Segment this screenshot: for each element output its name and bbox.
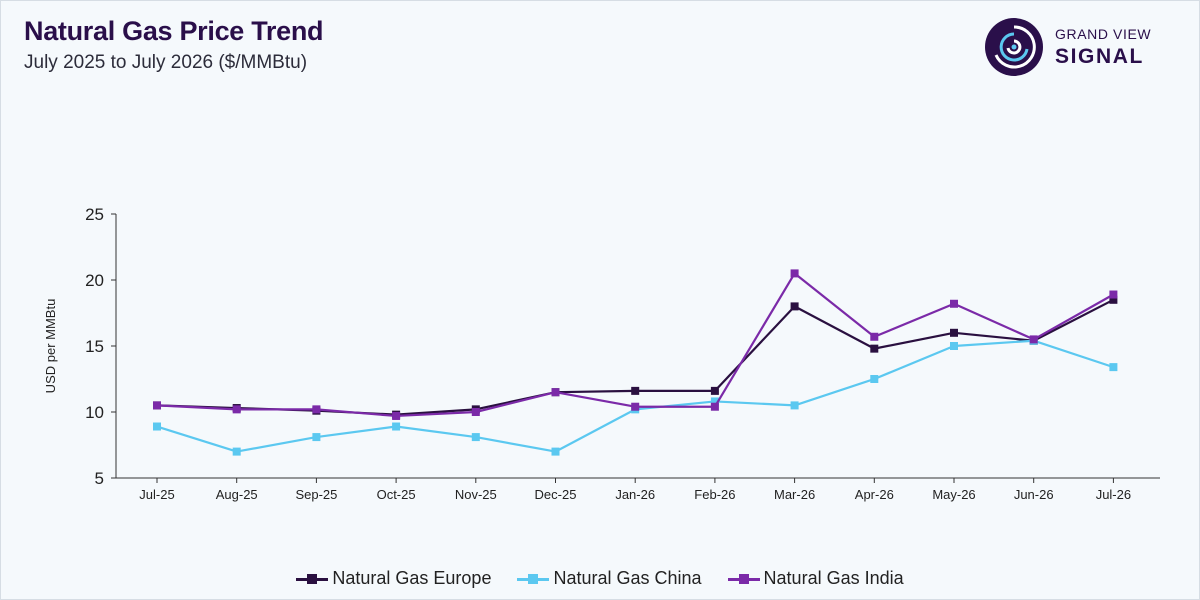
data-point-china: [471, 433, 480, 442]
data-point-india: [870, 332, 879, 341]
x-tick-label: Jan-26: [615, 487, 655, 502]
series-line-china: [156, 339, 1114, 453]
data-point-china: [870, 375, 879, 383]
legend-swatch: [296, 573, 329, 585]
x-tick-label: Jul-25: [139, 487, 174, 502]
data-point-europe: [790, 302, 799, 311]
legend-swatch: [517, 573, 550, 585]
legend-label: Natural Gas India: [763, 568, 904, 588]
data-point-india: [551, 388, 560, 397]
legend-label: Natural Gas China: [553, 568, 702, 588]
data-point-india: [392, 411, 401, 420]
series-line-europe: [156, 298, 1114, 416]
data-point-china: [950, 342, 958, 350]
data-point-europe: [710, 386, 719, 395]
data-point-china: [232, 447, 241, 456]
data-point-india: [790, 269, 799, 278]
data-point-china: [312, 433, 321, 442]
data-point-india: [631, 402, 640, 411]
x-tick-label: Sep-25: [295, 487, 337, 502]
logo-bottom-text: SIGNAL: [1055, 45, 1144, 68]
chart-subtitle: July 2025 to July 2026 ($/MMBtu): [24, 52, 308, 73]
legend-item-china: Natural Gas China: [517, 568, 702, 589]
y-tick-label: 20: [85, 271, 104, 290]
data-point-europe: [631, 386, 640, 395]
data-point-india: [312, 405, 321, 414]
x-tick-label: May-26: [932, 487, 975, 502]
y-axis-title: USD per MMBtu: [43, 299, 58, 394]
x-tick-label: Feb-26: [694, 487, 735, 502]
data-point-china: [551, 447, 560, 456]
x-tick-label: Oct-25: [377, 487, 416, 502]
data-point-india: [232, 405, 241, 414]
data-point-india: [1029, 335, 1038, 344]
x-tick-label: Nov-25: [455, 487, 497, 502]
chart-legend: Natural Gas Europe Natural Gas China Natur…: [0, 568, 1200, 589]
data-point-india: [153, 401, 161, 410]
data-point-europe: [870, 344, 879, 353]
y-tick-label: 5: [95, 469, 104, 488]
data-point-india: [710, 402, 719, 411]
x-tick-label: Mar-26: [774, 487, 815, 502]
data-point-china: [153, 422, 161, 431]
legend-swatch: [727, 573, 760, 585]
x-tick-label: Dec-25: [535, 487, 577, 502]
data-point-china: [710, 397, 719, 406]
data-point-india: [1109, 290, 1118, 299]
signal-swirl-icon: [985, 18, 1043, 76]
data-point-india: [950, 299, 958, 308]
chart-title: Natural Gas Price Trend: [24, 16, 324, 46]
legend-item-europe: Natural Gas Europe: [296, 568, 491, 589]
legend-label: Natural Gas Europe: [332, 568, 492, 588]
logo-top-text: GRAND VIEW: [1055, 26, 1152, 42]
legend-item-india: Natural Gas India: [727, 568, 904, 589]
data-point-europe: [950, 328, 958, 337]
x-tick-label: Apr-26: [855, 487, 894, 502]
data-point-china: [1109, 363, 1118, 372]
x-tick-label: Aug-25: [216, 487, 258, 502]
y-tick-label: 25: [85, 205, 104, 224]
chart-axes: 5 10 15 20 25 Jul-25 Aug-25 Sep-25 Oct-25 Nov-25 D…: [43, 205, 1160, 502]
data-point-china: [392, 422, 401, 431]
y-tick-label: 15: [85, 337, 104, 356]
data-point-india: [471, 408, 480, 416]
chart-series: [153, 269, 1118, 456]
data-point-china: [790, 401, 799, 410]
x-tick-label: Jun-26: [1014, 487, 1054, 502]
y-tick-label: 10: [85, 403, 104, 422]
x-tick-label: Jul-26: [1096, 487, 1131, 502]
brand-logo: GRAND VIEW SIGNAL: [985, 18, 1185, 78]
data-point-europe: [1109, 295, 1118, 304]
